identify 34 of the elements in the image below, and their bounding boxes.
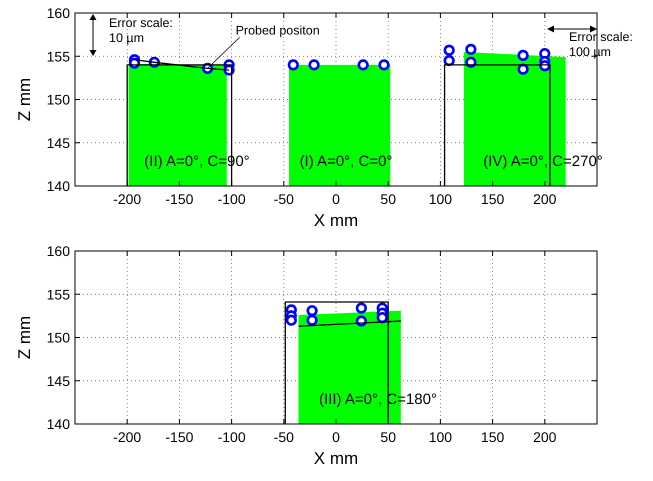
x-axis-title: X mm: [314, 211, 358, 230]
x-tick-label: 50: [380, 191, 396, 207]
x-tick-label: 0: [332, 191, 340, 207]
x-tick-label: 0: [332, 429, 340, 445]
x-axis-title: X mm: [314, 449, 358, 468]
y-tick-label: 140: [46, 416, 70, 432]
x-tick-label: 150: [480, 429, 504, 445]
x-tick-label: -150: [165, 429, 194, 445]
y-tick-label: 160: [46, 5, 70, 21]
y-tick-label: 145: [46, 372, 70, 389]
x-tick-label: 50: [380, 429, 396, 445]
x-tick-label: 100: [428, 429, 452, 445]
x-tick-label: 200: [533, 429, 557, 445]
y-tick-label: 155: [46, 48, 70, 64]
annotation: Error scale: 10 µm: [109, 16, 173, 45]
annotation: Probed positon: [236, 23, 320, 38]
y-axis-title: Z mm: [15, 316, 34, 360]
x-tick-label: -200: [113, 429, 142, 445]
x-tick-label: 100: [428, 191, 452, 207]
x-tick-label: -50: [274, 429, 294, 445]
y-tick-label: 140: [46, 178, 70, 194]
y-tick-label: 145: [46, 134, 70, 151]
x-tick-label: -200: [113, 191, 142, 207]
y-tick-label: 155: [46, 286, 70, 302]
y-tick-label: 150: [46, 92, 70, 108]
y-axis-title: Z mm: [15, 78, 34, 122]
x-tick-label: -150: [165, 191, 194, 207]
x-tick-label: 200: [533, 191, 557, 207]
x-tick-label: -100: [218, 191, 246, 207]
y-tick-label: 160: [46, 243, 70, 259]
x-tick-label: -100: [218, 429, 246, 445]
x-tick-label: -50: [274, 191, 294, 207]
x-tick-label: 150: [480, 191, 504, 207]
y-tick-label: 150: [46, 330, 70, 346]
